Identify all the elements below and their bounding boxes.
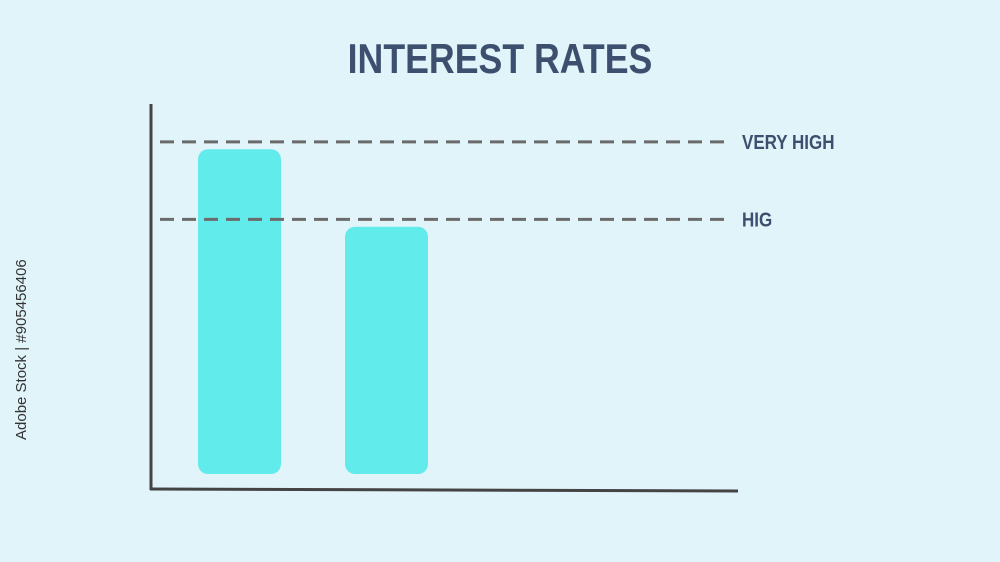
bar [345, 226, 428, 474]
watermark: Adobe Stock | #905456406 [13, 259, 30, 440]
reference-label: VERY HIGH [742, 131, 835, 154]
reference-label: HIG [742, 208, 772, 231]
bar [198, 149, 281, 474]
x-axis [149, 487, 739, 493]
chart-title: INTEREST RATES [348, 36, 653, 82]
